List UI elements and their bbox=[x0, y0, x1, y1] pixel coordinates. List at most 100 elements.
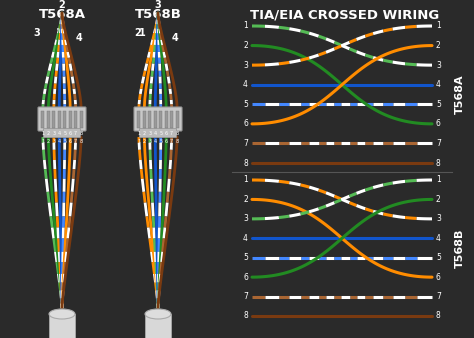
Text: 3: 3 bbox=[148, 139, 151, 144]
Text: 7: 7 bbox=[243, 139, 248, 148]
Text: 4: 4 bbox=[58, 131, 61, 136]
Text: 4: 4 bbox=[75, 33, 82, 43]
Text: 6: 6 bbox=[164, 131, 168, 136]
Text: 3: 3 bbox=[243, 214, 248, 223]
Text: 1: 1 bbox=[41, 131, 45, 136]
Text: 3: 3 bbox=[436, 214, 441, 223]
Text: 8: 8 bbox=[243, 159, 248, 168]
Bar bbox=[154, 111, 157, 128]
Text: 4: 4 bbox=[154, 131, 157, 136]
Text: 5: 5 bbox=[243, 253, 248, 262]
Bar bbox=[52, 111, 55, 128]
Text: 8: 8 bbox=[175, 131, 179, 136]
Text: 4: 4 bbox=[243, 234, 248, 243]
Text: 5: 5 bbox=[63, 139, 66, 144]
Text: 2: 2 bbox=[143, 131, 146, 136]
Bar bbox=[63, 111, 66, 128]
Text: 6: 6 bbox=[164, 139, 168, 144]
Text: 7: 7 bbox=[170, 131, 173, 136]
Text: 1: 1 bbox=[243, 22, 248, 30]
Bar bbox=[143, 111, 146, 128]
Text: 7: 7 bbox=[74, 131, 77, 136]
Text: 7: 7 bbox=[243, 292, 248, 301]
Text: 6: 6 bbox=[69, 131, 72, 136]
Text: 8: 8 bbox=[436, 159, 441, 168]
Text: TIA/EIA CROSSED WIRING: TIA/EIA CROSSED WIRING bbox=[250, 8, 439, 21]
Bar bbox=[49, 314, 75, 338]
Text: 1: 1 bbox=[436, 22, 441, 30]
Text: 8: 8 bbox=[80, 131, 82, 136]
Text: 5: 5 bbox=[436, 253, 441, 262]
Text: 5: 5 bbox=[159, 139, 162, 144]
Bar bbox=[159, 111, 162, 128]
Text: T568A: T568A bbox=[455, 75, 465, 114]
Text: 6: 6 bbox=[69, 139, 72, 144]
Text: 1: 1 bbox=[243, 175, 248, 185]
Text: 5: 5 bbox=[159, 131, 162, 136]
Text: 3: 3 bbox=[52, 131, 55, 136]
Ellipse shape bbox=[49, 309, 75, 319]
Text: 8: 8 bbox=[175, 139, 179, 144]
Bar bbox=[175, 111, 179, 128]
Bar bbox=[69, 111, 72, 128]
Text: 2: 2 bbox=[143, 139, 146, 144]
Bar bbox=[47, 111, 50, 128]
Text: 2: 2 bbox=[436, 195, 441, 204]
Text: 2: 2 bbox=[59, 0, 65, 10]
Ellipse shape bbox=[145, 309, 171, 319]
Text: 5: 5 bbox=[436, 100, 441, 109]
Bar bbox=[80, 111, 82, 128]
Text: 4: 4 bbox=[436, 80, 441, 89]
Text: 4: 4 bbox=[58, 139, 61, 144]
Bar bbox=[137, 111, 140, 128]
Text: 3: 3 bbox=[436, 61, 441, 70]
Text: 3: 3 bbox=[243, 61, 248, 70]
Text: 1: 1 bbox=[139, 28, 146, 38]
Bar bbox=[41, 111, 45, 128]
Text: 1: 1 bbox=[41, 139, 45, 144]
Bar bbox=[145, 314, 171, 338]
Bar bbox=[58, 111, 61, 128]
Bar bbox=[164, 111, 168, 128]
Text: 4: 4 bbox=[436, 234, 441, 243]
Text: 8: 8 bbox=[243, 312, 248, 320]
Text: 7: 7 bbox=[436, 292, 441, 301]
Text: 7: 7 bbox=[74, 139, 77, 144]
Text: 8: 8 bbox=[80, 139, 82, 144]
Text: 2: 2 bbox=[135, 28, 141, 38]
Text: 4: 4 bbox=[154, 139, 157, 144]
Text: 3: 3 bbox=[155, 0, 161, 10]
Text: 2: 2 bbox=[243, 195, 248, 204]
FancyBboxPatch shape bbox=[139, 128, 176, 138]
Text: 6: 6 bbox=[436, 119, 441, 128]
Text: 7: 7 bbox=[170, 139, 173, 144]
Text: T568B: T568B bbox=[455, 228, 465, 268]
Text: 2: 2 bbox=[47, 139, 50, 144]
Text: 6: 6 bbox=[243, 119, 248, 128]
FancyBboxPatch shape bbox=[38, 107, 86, 131]
Text: 7: 7 bbox=[436, 139, 441, 148]
Text: 1: 1 bbox=[56, 28, 63, 38]
Text: 5: 5 bbox=[63, 131, 66, 136]
FancyBboxPatch shape bbox=[134, 107, 182, 131]
Text: 6: 6 bbox=[436, 273, 441, 282]
Text: 1: 1 bbox=[137, 139, 140, 144]
Text: 4: 4 bbox=[243, 80, 248, 89]
Text: 3: 3 bbox=[148, 131, 151, 136]
Text: 2: 2 bbox=[47, 131, 50, 136]
Bar bbox=[170, 111, 173, 128]
Text: 3: 3 bbox=[33, 28, 40, 38]
Text: 2: 2 bbox=[243, 41, 248, 50]
Text: 4: 4 bbox=[171, 33, 178, 43]
Text: T568B: T568B bbox=[135, 8, 182, 21]
Text: 5: 5 bbox=[243, 100, 248, 109]
FancyBboxPatch shape bbox=[44, 128, 81, 138]
Text: 3: 3 bbox=[52, 139, 55, 144]
Bar bbox=[148, 111, 151, 128]
Text: T568A: T568A bbox=[38, 8, 85, 21]
Text: 1: 1 bbox=[436, 175, 441, 185]
Text: 1: 1 bbox=[137, 131, 140, 136]
Text: 8: 8 bbox=[436, 312, 441, 320]
Text: 6: 6 bbox=[243, 273, 248, 282]
Text: 2: 2 bbox=[436, 41, 441, 50]
